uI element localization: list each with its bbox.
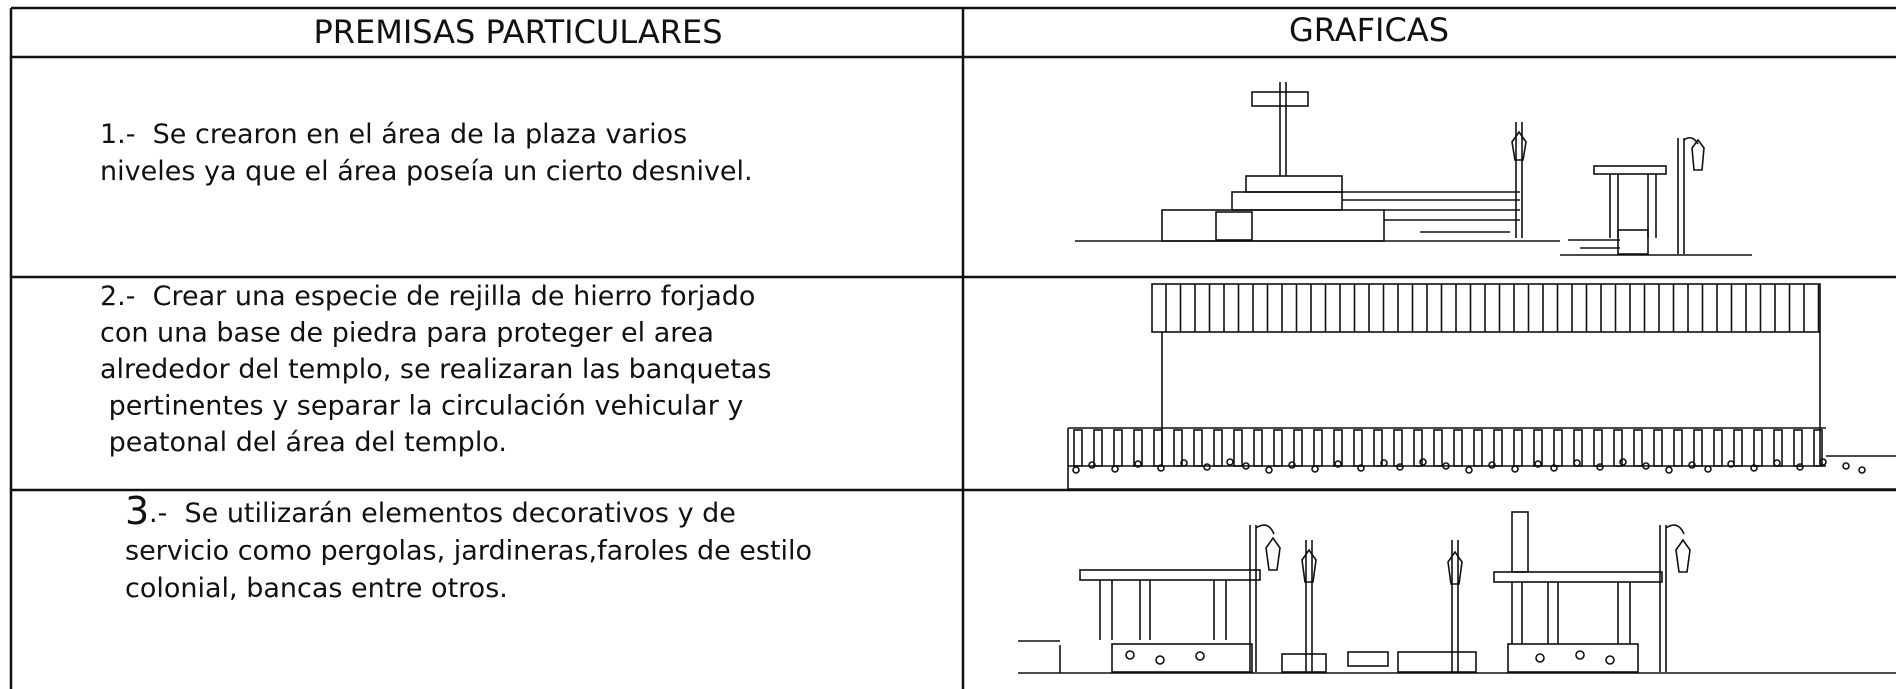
header-right: GRAFICAS [1289, 11, 1449, 49]
fence-post [1713, 429, 1723, 467]
shrub [1488, 461, 1496, 469]
shrub [1265, 466, 1273, 474]
text-line: colonial, bancas entre otros. [125, 573, 508, 604]
fence-post [1173, 429, 1183, 467]
shrub [1704, 465, 1712, 473]
fence-post [1613, 429, 1623, 467]
fence-post [1133, 429, 1143, 467]
fence-post [1793, 429, 1803, 467]
shrub [1157, 464, 1165, 472]
fence-post [1553, 429, 1563, 467]
shrub [1858, 466, 1866, 474]
fence-post [1453, 429, 1463, 467]
shrub [1242, 462, 1250, 470]
shrub [1396, 463, 1404, 471]
shrub [1442, 462, 1450, 470]
text-line: peatonal del área del templo. [100, 427, 507, 458]
fence-post [1193, 429, 1203, 467]
fence-post [1253, 429, 1263, 467]
drawing-fence [1067, 283, 1896, 490]
shrub [1727, 460, 1735, 468]
table-grid [9, 6, 1896, 689]
text-line: alrededor del templo, se realizaran las … [100, 354, 771, 385]
shrub [1072, 466, 1080, 474]
text-line: .- Se utilizarán elementos decorativos y… [149, 498, 736, 529]
fence-post [1733, 429, 1743, 467]
shrub [1573, 459, 1581, 467]
drawing-levels [1075, 82, 1752, 256]
fence-post [1493, 429, 1503, 467]
shrub [1642, 462, 1650, 470]
shrub [1180, 459, 1188, 467]
shrub [1534, 460, 1542, 468]
shrub [1203, 463, 1211, 471]
fence-post [1393, 429, 1403, 467]
shrub [1465, 466, 1473, 474]
header-left: PREMISAS PARTICULARES [313, 13, 722, 51]
shrub [1819, 458, 1827, 466]
fence-post [1333, 429, 1343, 467]
shrub [1357, 464, 1365, 472]
shrub [1842, 462, 1850, 470]
fence-post [1673, 429, 1683, 467]
fence-post [1293, 429, 1303, 467]
fence-post [1213, 429, 1223, 467]
shrub [1596, 463, 1604, 471]
shrub [1688, 461, 1696, 469]
fence-post [1153, 429, 1163, 467]
fence-post [1093, 429, 1103, 467]
fence-post [1753, 429, 1763, 467]
shrub [1088, 461, 1096, 469]
shrub [1111, 465, 1119, 473]
text-line: 2.- Crear una especie de rejilla de hier… [100, 281, 755, 312]
shrub [1419, 458, 1427, 466]
fence-post [1653, 429, 1663, 467]
shrub [1334, 460, 1342, 468]
fence-post [1353, 429, 1363, 467]
fence-post [1233, 429, 1243, 467]
fence-post [1693, 429, 1703, 467]
text-line: niveles ya que el área poseía un cierto … [100, 156, 753, 187]
fence-post [1513, 429, 1523, 467]
drawing-decorative [1018, 511, 1896, 674]
shrub [1380, 459, 1388, 467]
fence-post [1413, 429, 1423, 467]
fence-post [1313, 429, 1323, 467]
item-number: 3 [125, 489, 149, 533]
text-line: pertinentes y separar la circulación veh… [100, 391, 743, 422]
text-line: servicio como pergolas, jardineras,farol… [125, 536, 812, 567]
fence-post [1813, 429, 1823, 467]
text-line: 1.- Se crearon en el área de la plaza va… [100, 119, 687, 150]
shrub [1134, 460, 1142, 468]
shrub [1288, 461, 1296, 469]
shrub [1550, 464, 1558, 472]
shrub [1511, 465, 1519, 473]
shrub [1750, 464, 1758, 472]
fence-post [1473, 429, 1483, 467]
fence-post [1373, 429, 1383, 467]
fence-post [1113, 429, 1123, 467]
fence-post [1073, 429, 1083, 467]
fence-post [1593, 429, 1603, 467]
shrub [1796, 463, 1804, 471]
text-line: con una base de piedra para proteger el … [100, 318, 714, 349]
fence-post [1433, 429, 1443, 467]
shrub [1773, 459, 1781, 467]
shrub [1311, 465, 1319, 473]
shrub [1665, 466, 1673, 474]
shrub [1226, 458, 1234, 466]
fence-post [1633, 429, 1643, 467]
fence-post [1273, 429, 1283, 467]
shrub [1619, 458, 1627, 466]
fence-post [1533, 429, 1543, 467]
